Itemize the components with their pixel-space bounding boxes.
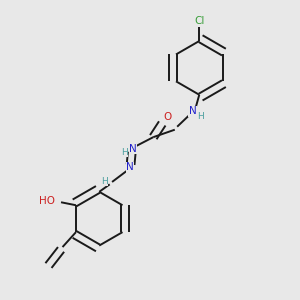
Text: HO: HO — [39, 196, 55, 206]
Text: N: N — [126, 162, 134, 172]
Text: O: O — [164, 112, 172, 122]
Text: H: H — [101, 177, 108, 186]
Text: N: N — [189, 106, 196, 116]
Text: H: H — [121, 148, 128, 157]
Text: H: H — [197, 112, 203, 121]
Text: Cl: Cl — [194, 16, 205, 26]
Text: N: N — [129, 143, 137, 154]
